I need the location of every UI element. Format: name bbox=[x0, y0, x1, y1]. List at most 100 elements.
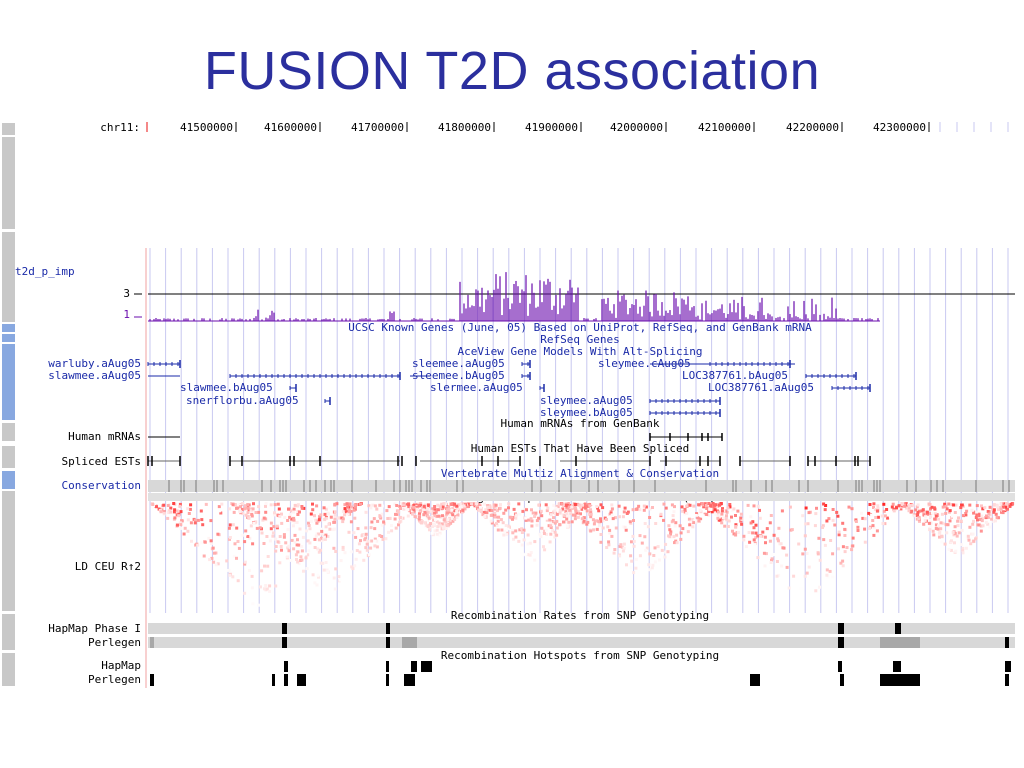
ld-cell bbox=[542, 532, 546, 535]
gene-label[interactable]: snerflorbu.aAug05 bbox=[186, 394, 299, 407]
ld-cell bbox=[845, 546, 849, 549]
t2d-track-handle[interactable] bbox=[2, 232, 15, 322]
ld-cell bbox=[999, 506, 1002, 509]
ld-cell bbox=[666, 550, 670, 554]
hotspot-mark bbox=[297, 674, 306, 686]
ld-cell bbox=[718, 514, 722, 517]
ld-cell bbox=[290, 517, 294, 521]
ld-cell bbox=[943, 502, 947, 506]
hotspot-mark bbox=[893, 661, 901, 672]
ld-cell bbox=[262, 516, 266, 520]
gene-label[interactable]: sleymee.cAug05 bbox=[598, 357, 691, 370]
recomb-hotspots-handle[interactable] bbox=[2, 653, 15, 686]
ld-cell bbox=[183, 526, 187, 530]
ld-handle[interactable] bbox=[2, 491, 15, 611]
ld-cell bbox=[339, 559, 343, 563]
ld-cell bbox=[493, 511, 497, 515]
ld-cell bbox=[614, 526, 618, 530]
ld-cell bbox=[292, 507, 296, 511]
ld-cell bbox=[323, 537, 327, 541]
refseq-handle[interactable] bbox=[2, 334, 15, 342]
hotspot-mark bbox=[284, 661, 288, 672]
ld-cell bbox=[182, 532, 186, 536]
gene-label[interactable]: LOC387761.bAug05 bbox=[682, 369, 788, 382]
ld-cell bbox=[261, 518, 265, 522]
gene-tracks[interactable]: UCSC Known Genes (June, 05) Based on Uni… bbox=[48, 321, 871, 419]
recomb-rates-handle[interactable] bbox=[2, 614, 15, 650]
ld-cell bbox=[876, 504, 880, 508]
ld-cell bbox=[352, 531, 356, 535]
gene-label[interactable]: slawmee.bAug05 bbox=[180, 381, 273, 394]
ruler-tick-label: 42000000 bbox=[610, 121, 663, 134]
ld-cell bbox=[362, 558, 366, 562]
ld-cell bbox=[608, 531, 612, 535]
track-handles[interactable] bbox=[2, 123, 15, 686]
ld-cell bbox=[728, 505, 732, 509]
gene-label[interactable]: sleemee.bAug05 bbox=[412, 369, 505, 382]
aceview-handle[interactable] bbox=[2, 344, 15, 420]
ld-cell bbox=[917, 517, 921, 521]
ld-cell bbox=[447, 508, 451, 511]
known-genes-handle[interactable] bbox=[2, 324, 15, 332]
gene-label[interactable]: slawmee.aAug05 bbox=[48, 369, 141, 382]
ld-cell bbox=[941, 521, 945, 525]
ld-cell bbox=[981, 524, 985, 528]
ld-cell bbox=[659, 512, 663, 516]
ld-cell bbox=[435, 514, 439, 518]
ld-cell bbox=[254, 511, 258, 514]
gene-label[interactable]: slermee.aAug05 bbox=[430, 381, 523, 394]
ld-cell bbox=[397, 523, 400, 527]
ld-cell bbox=[538, 532, 542, 536]
conservation-handle[interactable] bbox=[2, 471, 15, 489]
slide-title: FUSION T2D association bbox=[203, 41, 821, 101]
mrna-handle[interactable] bbox=[2, 423, 15, 441]
ld-cell bbox=[428, 528, 431, 532]
ld-cell bbox=[280, 548, 283, 552]
gap-handle[interactable] bbox=[2, 137, 15, 229]
ld-cell bbox=[481, 513, 485, 517]
conservation-label[interactable]: Conservation bbox=[62, 479, 141, 492]
ld-cell bbox=[317, 550, 321, 554]
ld-cell bbox=[319, 561, 323, 565]
ld-cell bbox=[246, 503, 250, 507]
ld-cell bbox=[380, 523, 384, 527]
gene-label[interactable]: LOC387761.aAug05 bbox=[708, 381, 814, 394]
ld-cell bbox=[589, 512, 593, 516]
ld-cell bbox=[646, 525, 650, 529]
ld-cell bbox=[254, 520, 258, 524]
ld-cell bbox=[911, 503, 915, 507]
ld-cell bbox=[422, 504, 426, 508]
ld-cell bbox=[599, 519, 603, 523]
ld-cell bbox=[255, 526, 259, 530]
ld-cell bbox=[765, 527, 769, 531]
gene-label[interactable]: sleymee.aAug05 bbox=[540, 394, 633, 407]
ld-cell bbox=[228, 537, 231, 541]
ld-cell bbox=[589, 508, 592, 512]
ld-cell bbox=[924, 515, 928, 519]
ruler-handle[interactable] bbox=[2, 123, 15, 135]
ld-cell bbox=[985, 514, 988, 518]
ld-cell bbox=[213, 551, 216, 555]
ld-cell bbox=[200, 518, 204, 522]
ld-cell bbox=[162, 511, 166, 515]
ld-cell bbox=[863, 540, 867, 544]
ld-cell bbox=[752, 504, 756, 508]
ld-cell bbox=[278, 514, 282, 518]
gene-label[interactable]: warluby.aAug05 bbox=[48, 357, 141, 370]
est-handle[interactable] bbox=[2, 446, 15, 468]
ld-cell bbox=[535, 519, 539, 523]
ld-cell bbox=[230, 571, 234, 575]
ld-cell bbox=[953, 531, 957, 535]
gene-label[interactable]: sleemee.aAug05 bbox=[412, 357, 505, 370]
ld-cell bbox=[290, 509, 294, 513]
gene-label[interactable]: sleymee.bAug05 bbox=[540, 406, 633, 419]
ld-cell bbox=[524, 518, 528, 522]
ld-cell bbox=[228, 507, 232, 511]
ld-cell bbox=[507, 506, 510, 510]
ld-cell bbox=[928, 528, 932, 532]
ld-cell bbox=[369, 526, 373, 530]
ld-cell bbox=[1000, 510, 1003, 514]
ld-cell bbox=[720, 521, 724, 525]
ld-cell bbox=[162, 503, 166, 507]
ld-cell bbox=[964, 502, 968, 506]
